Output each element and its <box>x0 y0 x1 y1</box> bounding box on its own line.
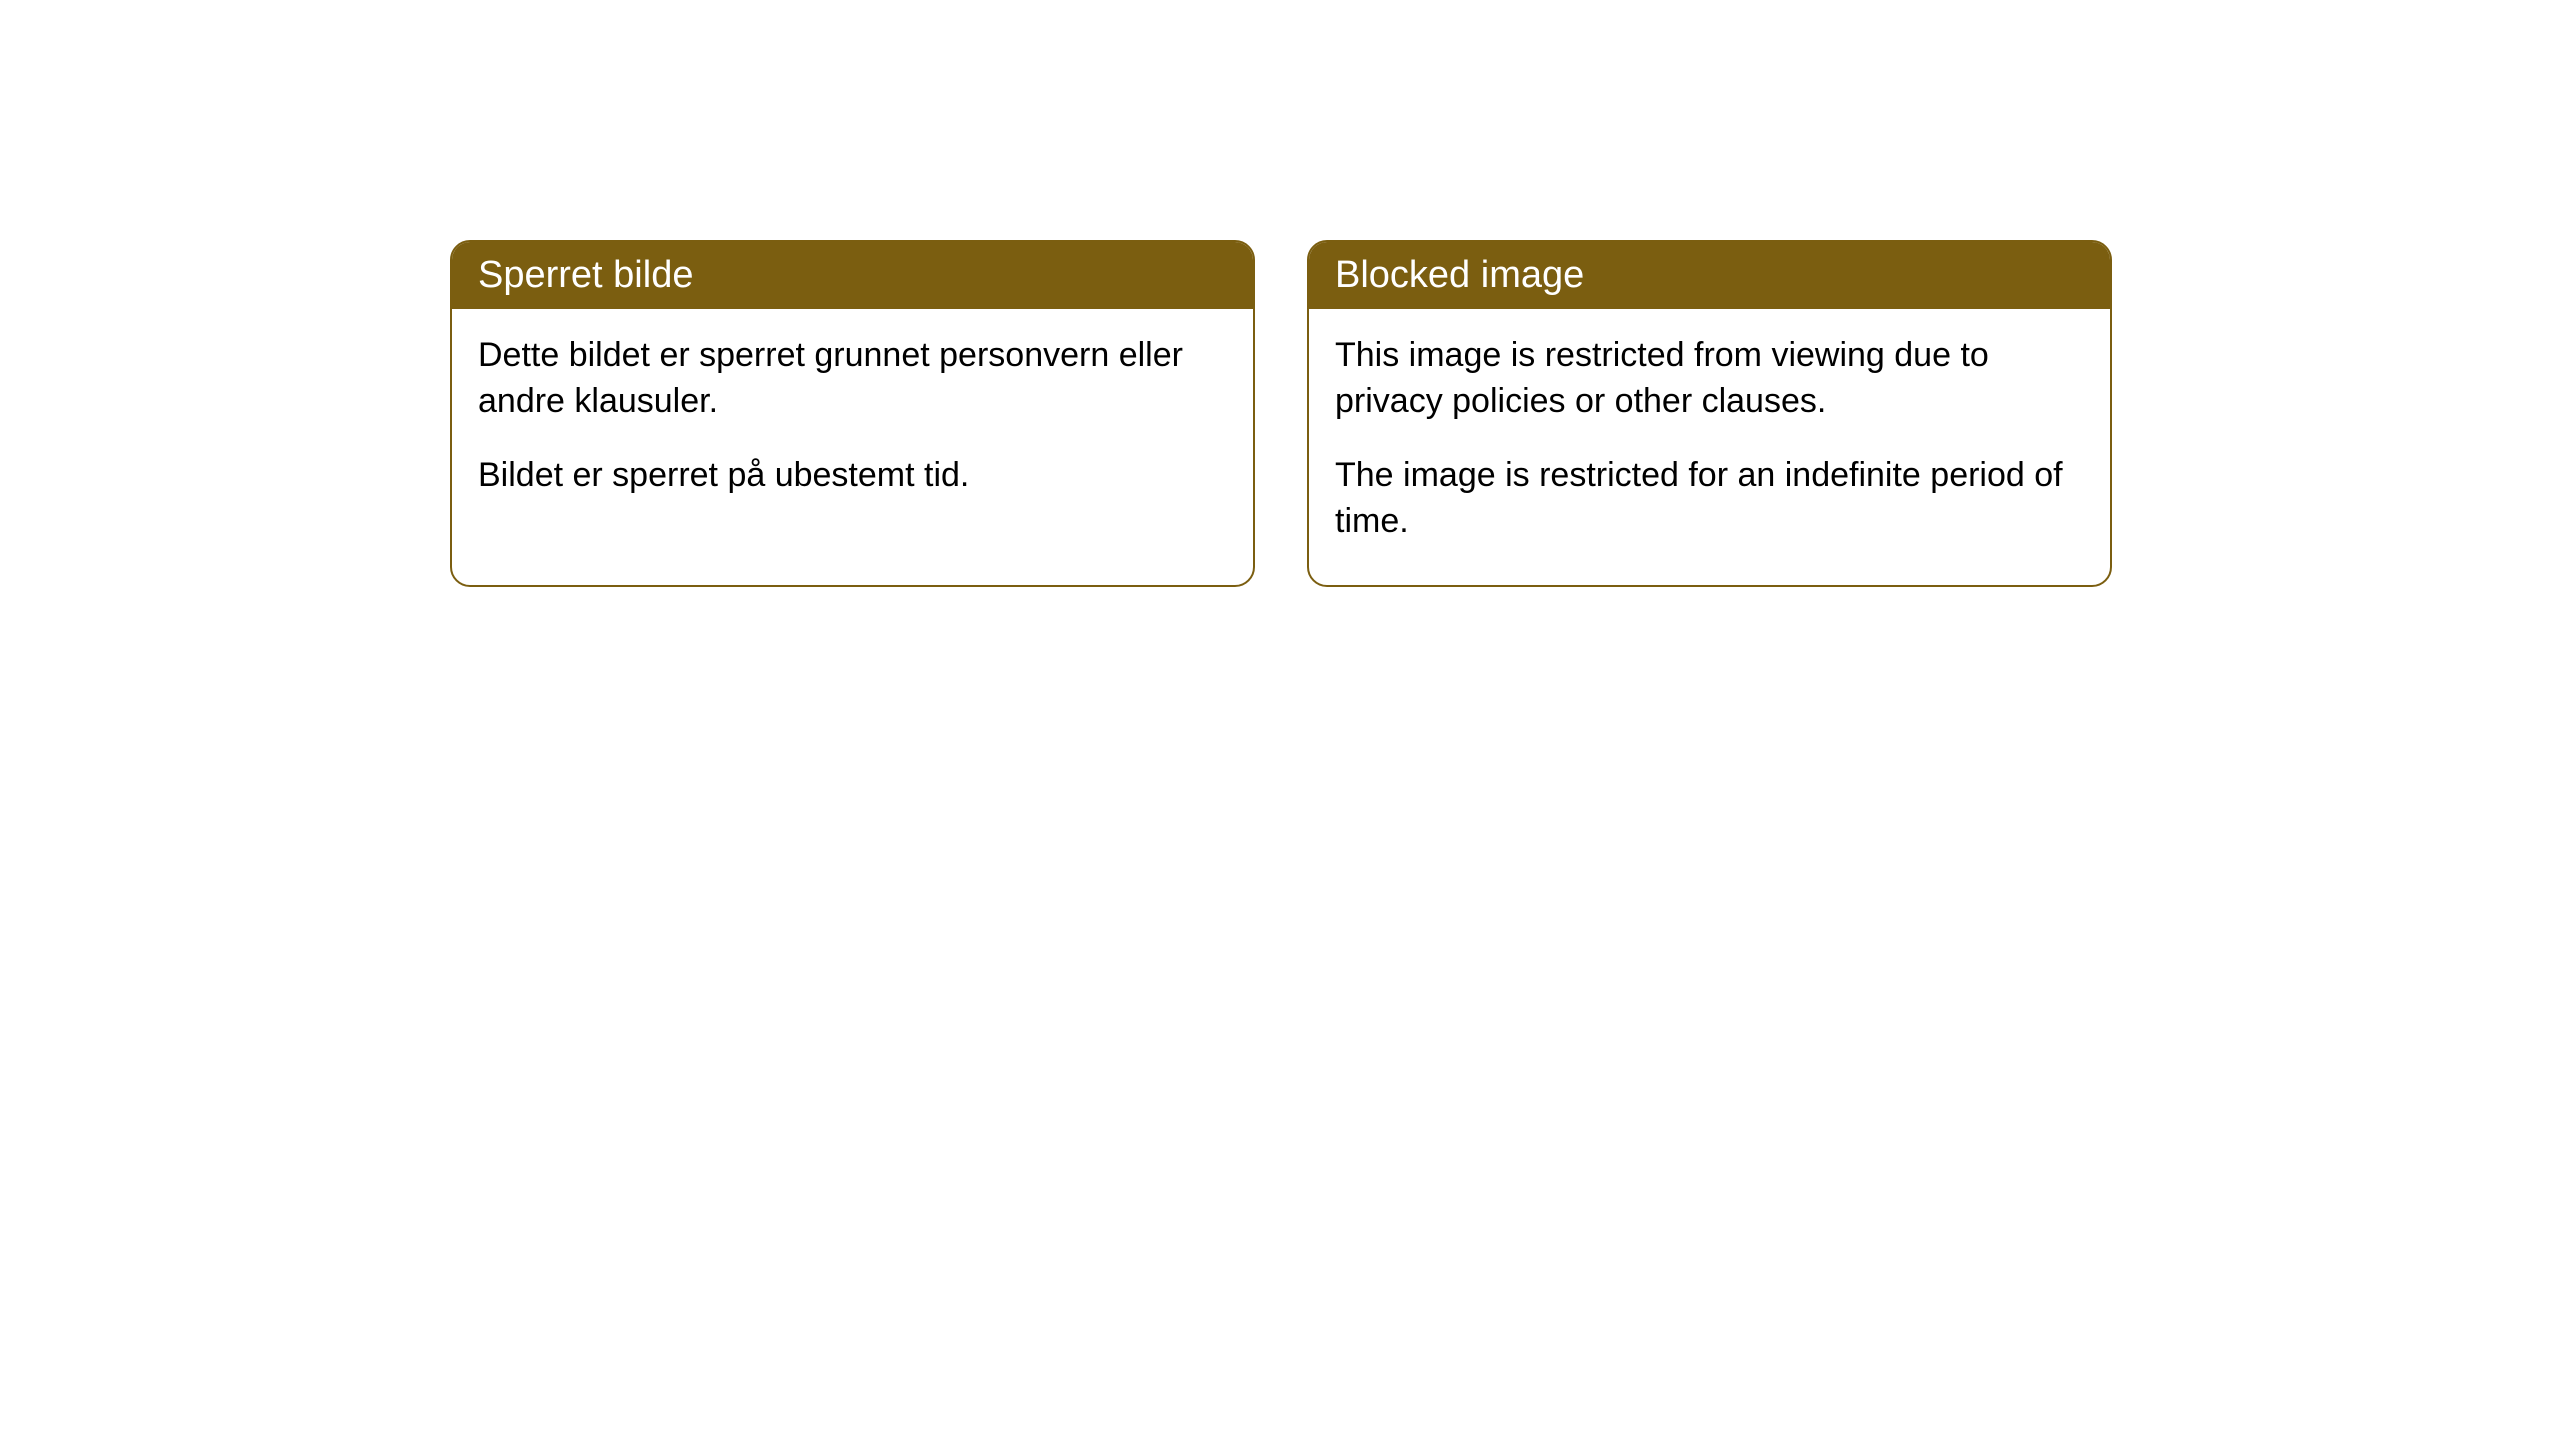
card-body-norwegian: Dette bildet er sperret grunnet personve… <box>452 309 1253 539</box>
notice-cards-container: Sperret bilde Dette bildet er sperret gr… <box>450 240 2112 587</box>
card-body-english: This image is restricted from viewing du… <box>1309 309 2110 585</box>
card-title: Blocked image <box>1335 254 1584 296</box>
notice-text-line1: This image is restricted from viewing du… <box>1335 333 2084 425</box>
card-header-norwegian: Sperret bilde <box>452 242 1253 309</box>
notice-card-norwegian: Sperret bilde Dette bildet er sperret gr… <box>450 240 1255 587</box>
card-header-english: Blocked image <box>1309 242 2110 309</box>
card-title: Sperret bilde <box>478 254 693 296</box>
notice-text-line1: Dette bildet er sperret grunnet personve… <box>478 333 1227 425</box>
notice-card-english: Blocked image This image is restricted f… <box>1307 240 2112 587</box>
notice-text-line2: The image is restricted for an indefinit… <box>1335 453 2084 545</box>
notice-text-line2: Bildet er sperret på ubestemt tid. <box>478 453 1227 499</box>
